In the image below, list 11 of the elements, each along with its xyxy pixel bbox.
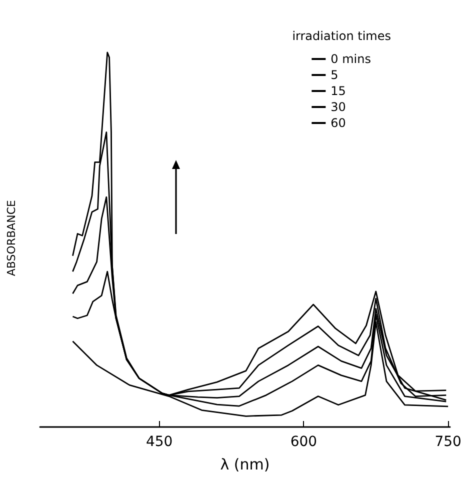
legend-label: 60 (330, 116, 346, 130)
legend-label: 5 (330, 68, 338, 82)
y-axis-title: ABSORBANCE (5, 200, 18, 276)
legend-label: 15 (330, 84, 346, 98)
x-tick-label: 450 (146, 434, 173, 450)
x-tick-label: 750 (434, 434, 462, 450)
legend-label: 0 mins (330, 52, 372, 66)
legend-label: 30 (330, 100, 346, 114)
x-tick-label: 600 (290, 434, 318, 450)
legend-title: irradiation times (292, 29, 391, 43)
x-axis-title: λ (nm) (220, 456, 270, 474)
